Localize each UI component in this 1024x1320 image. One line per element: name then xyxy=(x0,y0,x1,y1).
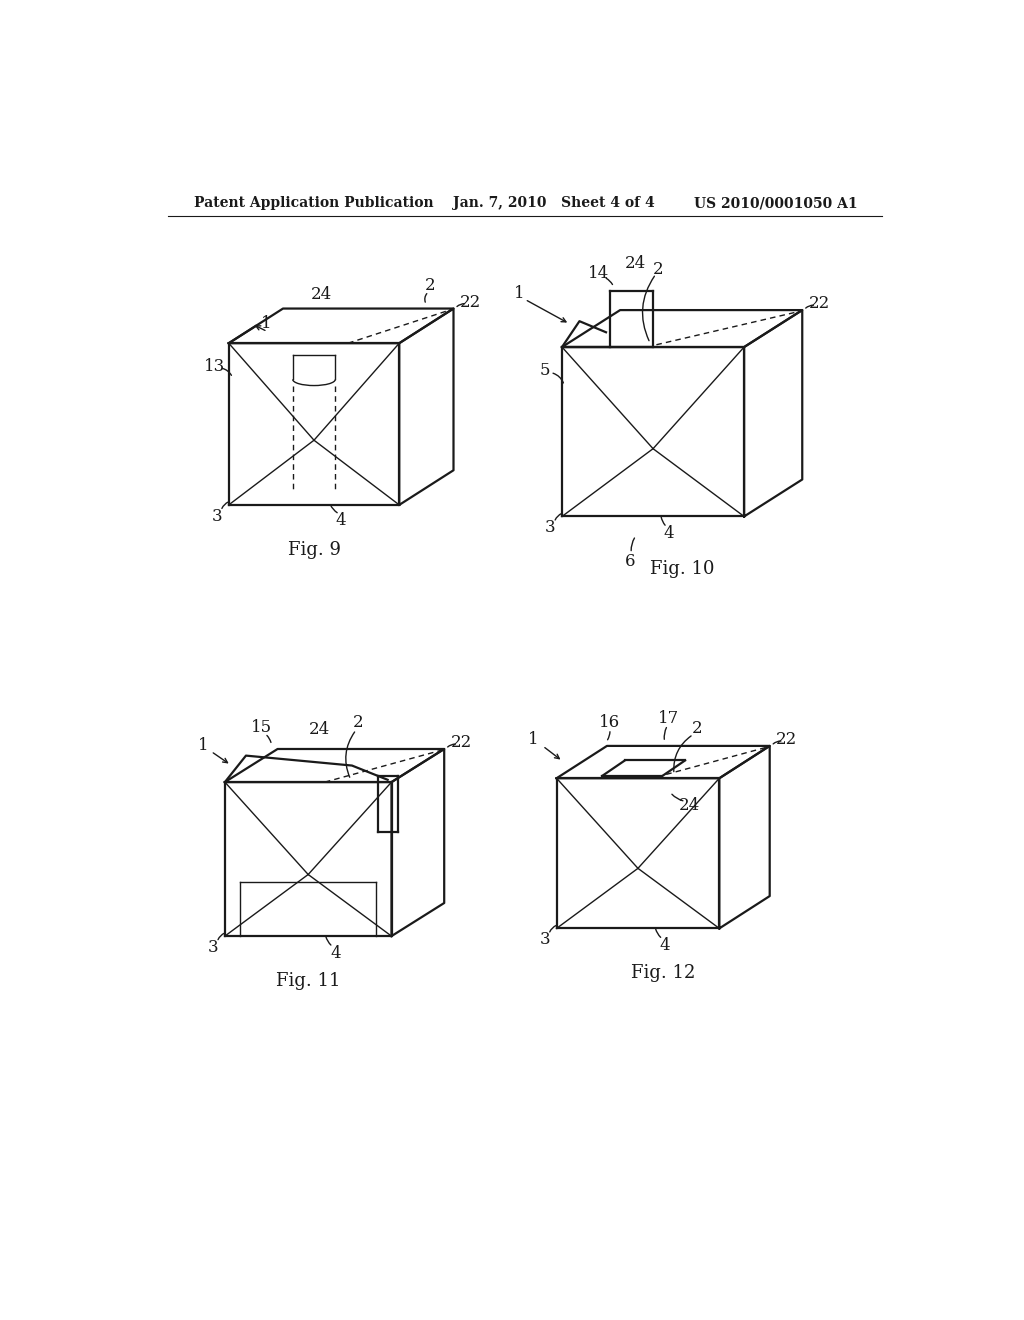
Text: 1: 1 xyxy=(514,285,524,302)
Text: 1: 1 xyxy=(528,731,539,748)
Text: Fig. 12: Fig. 12 xyxy=(631,965,695,982)
Text: 6: 6 xyxy=(625,553,635,570)
Text: Fig. 11: Fig. 11 xyxy=(275,972,340,990)
Text: US 2010/0001050 A1: US 2010/0001050 A1 xyxy=(693,197,857,210)
Text: 4: 4 xyxy=(659,937,671,954)
Text: 24: 24 xyxy=(311,286,333,304)
Text: 3: 3 xyxy=(540,932,550,949)
Text: 3: 3 xyxy=(208,939,218,956)
Text: 4: 4 xyxy=(336,512,346,529)
Text: 2: 2 xyxy=(692,721,702,738)
Text: Patent Application Publication: Patent Application Publication xyxy=(194,197,433,210)
Text: 2: 2 xyxy=(353,714,364,730)
Text: 24: 24 xyxy=(309,721,331,738)
Text: Fig. 9: Fig. 9 xyxy=(288,541,341,558)
Text: 22: 22 xyxy=(460,294,481,312)
Text: 15: 15 xyxy=(251,719,272,737)
Text: 3: 3 xyxy=(545,520,556,536)
Text: 14: 14 xyxy=(588,265,609,282)
Text: Fig. 10: Fig. 10 xyxy=(650,560,715,578)
Text: 1: 1 xyxy=(261,315,271,333)
Text: 22: 22 xyxy=(809,296,829,313)
Text: 16: 16 xyxy=(599,714,621,731)
Text: 22: 22 xyxy=(451,734,472,751)
Text: Jan. 7, 2010   Sheet 4 of 4: Jan. 7, 2010 Sheet 4 of 4 xyxy=(454,197,655,210)
Text: 3: 3 xyxy=(212,508,222,525)
Text: 22: 22 xyxy=(776,731,798,748)
Text: 2: 2 xyxy=(425,277,435,294)
Text: 24: 24 xyxy=(625,255,646,272)
Text: 24: 24 xyxy=(679,797,700,813)
Text: 4: 4 xyxy=(330,945,341,961)
Text: 4: 4 xyxy=(664,525,674,543)
Text: 2: 2 xyxy=(653,261,664,277)
Text: 5: 5 xyxy=(540,362,550,379)
Text: 17: 17 xyxy=(658,710,679,727)
Text: 13: 13 xyxy=(204,358,225,375)
Text: 1: 1 xyxy=(198,737,209,754)
